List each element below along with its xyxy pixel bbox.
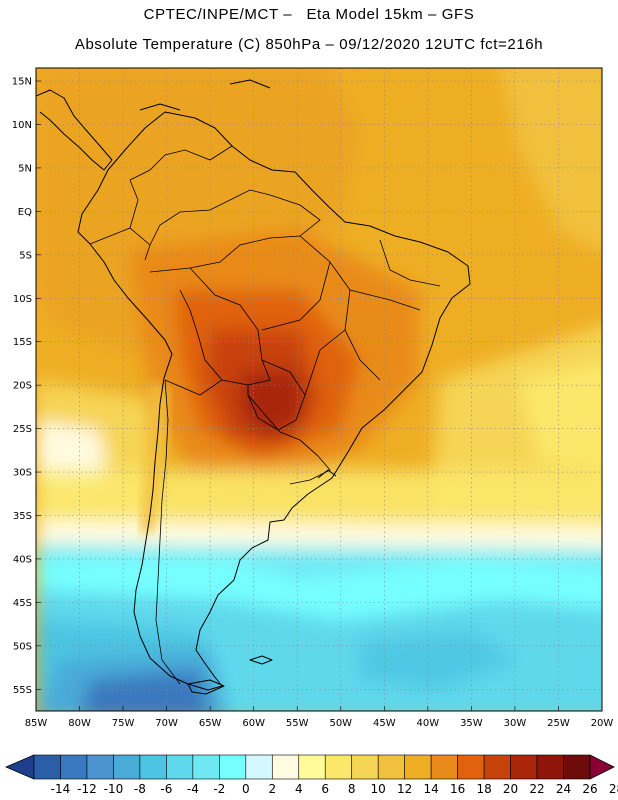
lat-label: 30S <box>13 468 32 479</box>
lon-label: 85W <box>25 718 48 729</box>
lat-label: 15S <box>13 337 32 348</box>
lat-label: 35S <box>13 511 32 522</box>
colorbar-swatch <box>113 754 141 780</box>
lagoa-dos-patos <box>317 469 337 479</box>
border-brazil-bolivia <box>179 267 271 386</box>
colorbar-swatch <box>404 754 432 780</box>
colorbar-label: -8 <box>134 782 146 796</box>
south-america-coastline <box>77 111 471 691</box>
coastlines <box>36 79 471 695</box>
map-title-line-2: Absolute Temperature (C) 850hPa – 09/12/… <box>74 36 544 53</box>
colorbar-swatch <box>510 754 538 780</box>
border-peru-ecuador <box>89 179 151 246</box>
colorbar-swatch <box>86 754 114 780</box>
lon-label: 70W <box>155 718 178 729</box>
lon-label: 35W <box>460 718 483 729</box>
colorbar-label: 26 <box>582 782 597 796</box>
falkland-islands <box>249 655 273 665</box>
lon-label: 75W <box>112 718 135 729</box>
colorbar-swatch <box>483 754 511 780</box>
colorbar-label: 14 <box>424 782 439 796</box>
colorbar-labels: -14 -12 -10 -8 -6 -4 -2 0 2 4 6 8 10 12 14 16 18 20 22 24 26… <box>51 782 618 796</box>
colorbar-low-arrow <box>4 754 35 780</box>
lon-label: 20W <box>591 718 614 729</box>
lat-label: 10S <box>13 294 32 305</box>
lon-label: 30W <box>504 718 527 729</box>
colorbar-swatch <box>192 754 220 780</box>
border-colombia-venezuela <box>129 145 233 181</box>
colorbar <box>4 754 615 780</box>
colorbar-label: 20 <box>503 782 518 796</box>
colorbar-swatch <box>139 754 167 780</box>
colorbar-swatch <box>245 754 273 780</box>
country-borders <box>89 145 441 685</box>
lon-label: 50W <box>329 718 352 729</box>
colorbar-label: 10 <box>371 782 386 796</box>
colorbar-swatch <box>324 754 353 780</box>
lon-label: 25W <box>547 718 570 729</box>
colorbar-label: 22 <box>529 782 544 796</box>
lat-label: 15N <box>12 77 32 88</box>
colorbar-label: 12 <box>397 782 412 796</box>
border-argentina-chile <box>155 379 181 685</box>
caribbean-coastline <box>139 79 271 111</box>
colorbar-label: 16 <box>450 782 465 796</box>
colorbar-swatch <box>298 754 326 780</box>
lon-label: 55W <box>286 718 309 729</box>
colorbar-swatch <box>377 754 405 780</box>
colorbar-swatch <box>457 754 485 780</box>
map-title-line-1: CPTEC/INPE/MCT – Eta Model 15km – GFS <box>143 6 475 23</box>
tierra-del-fuego <box>187 679 225 695</box>
colorbar-label: -10 <box>104 782 124 796</box>
lat-label: 5S <box>19 250 32 261</box>
border-paraguay <box>247 359 306 431</box>
colorbar-swatch <box>536 754 564 780</box>
colorbar-label: 28 <box>609 782 618 796</box>
colorbar-label: -6 <box>160 782 172 796</box>
border-uruguay <box>289 439 331 485</box>
colorbar-label: 4 <box>295 782 303 796</box>
colorbar-swatch <box>271 754 300 780</box>
map-frame <box>35 67 603 712</box>
border-brazil-west <box>144 189 321 273</box>
colorbar-high-arrow <box>589 754 615 780</box>
colorbar-label: 18 <box>476 782 491 796</box>
longitude-labels: 85W 80W 75W 70W 65W 60W 55W 50W 45W 40W 35W 30W 25W 2… <box>25 718 614 729</box>
colorbar-swatch <box>33 754 61 780</box>
lon-label: 40W <box>417 718 440 729</box>
lat-label: 20S <box>13 381 32 392</box>
temperature-field <box>36 68 602 711</box>
colorbar-swatch <box>60 754 88 780</box>
latitude-labels: 15N 10N 5N EQ 5S 10S 15S 20S 25S 30S 35S 40S 45S 50S 5… <box>12 77 32 696</box>
colorbar-label: 2 <box>268 782 276 796</box>
lat-label: 10N <box>12 120 32 131</box>
colorbar-label: 0 <box>242 782 250 796</box>
central-america-coastline <box>36 89 113 171</box>
lat-label: 50S <box>13 641 32 652</box>
lon-label: 45W <box>373 718 396 729</box>
colorbar-swatch <box>219 754 247 780</box>
brazil-states <box>261 235 441 396</box>
colorbar-swatch <box>563 754 591 780</box>
colorbar-swatch <box>430 754 458 780</box>
colorbar-label: -12 <box>77 782 97 796</box>
lat-label: 45S <box>13 598 32 609</box>
lat-label: 5N <box>18 163 32 174</box>
lon-label: 65W <box>199 718 222 729</box>
colorbar-label: -4 <box>187 782 199 796</box>
colorbar-swatch <box>166 754 194 780</box>
colorbar-label: -14 <box>51 782 71 796</box>
lat-label: 25S <box>13 424 32 435</box>
colorbar-label: 24 <box>556 782 571 796</box>
colorbar-label: 6 <box>321 782 329 796</box>
colorbar-label: 8 <box>348 782 356 796</box>
lon-label: 60W <box>242 718 265 729</box>
lat-label: 55S <box>13 685 32 696</box>
lon-label: 80W <box>68 718 91 729</box>
colorbar-label: -2 <box>213 782 225 796</box>
lat-label: 40S <box>13 554 32 565</box>
colorbar-swatch <box>351 754 379 780</box>
lat-label: EQ <box>18 207 32 218</box>
